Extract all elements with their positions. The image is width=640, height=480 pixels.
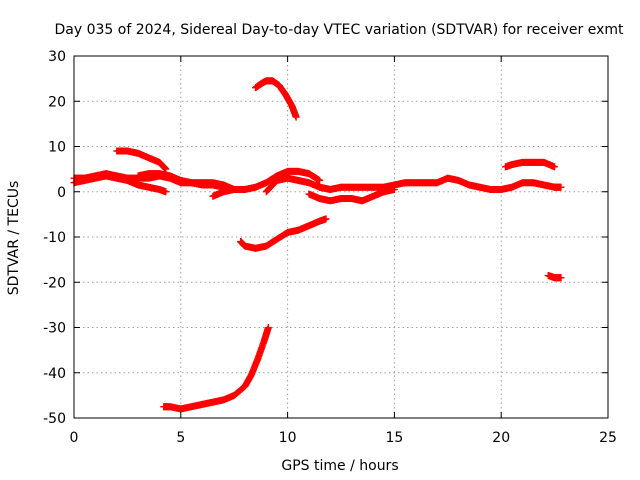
data-point xyxy=(326,185,334,193)
x-tick-label: 5 xyxy=(176,430,185,446)
data-point xyxy=(292,113,300,121)
data-point xyxy=(551,163,559,171)
data-point xyxy=(557,274,565,282)
series-arc-mid-dip xyxy=(305,190,366,205)
y-axis-label: SDTVAR / TECUs xyxy=(6,181,22,296)
series-arc-peak-24 xyxy=(252,77,300,121)
y-tick-label: -20 xyxy=(43,275,66,291)
series-arc-post-dip xyxy=(358,185,398,205)
y-tick-label: -40 xyxy=(43,366,66,382)
series-arc-high-start xyxy=(113,147,170,173)
y-tick-label: 10 xyxy=(48,140,66,156)
data-point xyxy=(322,215,330,223)
y-tick-label: -10 xyxy=(43,230,66,246)
data-point xyxy=(557,183,565,191)
x-tick-label: 20 xyxy=(492,430,510,446)
y-tick-label: -50 xyxy=(43,411,66,427)
data-point xyxy=(390,185,398,193)
data-point xyxy=(162,188,170,196)
x-axis-label: GPS time / hours xyxy=(281,458,398,474)
series-arc-neg-12 xyxy=(237,215,330,252)
data-point xyxy=(264,324,272,331)
grid-layer xyxy=(73,55,609,419)
x-tick-label: 15 xyxy=(385,430,403,446)
y-tick-label: -30 xyxy=(43,321,66,337)
x-tick-label: 0 xyxy=(70,430,79,446)
data-point xyxy=(316,176,324,184)
series-arc-neg-48 xyxy=(160,324,272,413)
y-tick-label: 0 xyxy=(57,185,66,201)
data-point xyxy=(230,185,238,193)
series-arc-pos-1 xyxy=(134,170,228,191)
x-tick-label: 25 xyxy=(599,430,617,446)
series-arc-start-dip xyxy=(209,185,238,200)
y-tick-label: 20 xyxy=(48,94,66,110)
series-arc-mid-hump xyxy=(262,174,334,196)
series-arc-low-1 xyxy=(70,172,170,196)
series-arc-neg-19 xyxy=(544,271,565,282)
data-layer xyxy=(70,77,565,413)
chart-title: Day 035 of 2024, Sidereal Day-to-day VTE… xyxy=(55,22,625,38)
series-arc-high-late xyxy=(501,158,559,171)
x-tick-label: 10 xyxy=(279,430,297,446)
series-arc-main-2 xyxy=(316,174,565,193)
y-tick-label: 30 xyxy=(48,49,66,65)
tick-layer: 0 5 10 15 20 25 -50 -40 -30 -20 -10 0 10 20 30 xyxy=(43,49,617,446)
